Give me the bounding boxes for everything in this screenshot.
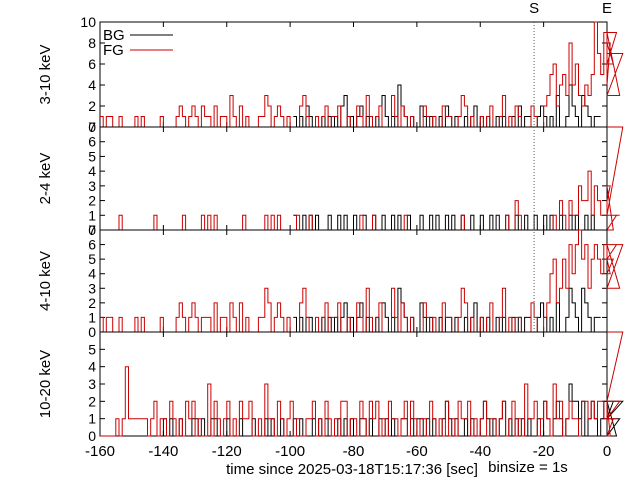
y-tick-label: 0 (88, 324, 96, 340)
x-tick-label: -20 (533, 443, 555, 460)
x-tick-label: -40 (469, 443, 491, 460)
y-tick-label: 2 (88, 295, 96, 311)
y-tick-label: 1 (88, 411, 96, 427)
y-tick-label: 6 (88, 56, 96, 72)
legend-label-bg: BG (103, 27, 125, 44)
y-tick-label: 3 (88, 280, 96, 296)
y-tick-label: 2 (88, 98, 96, 114)
y-tick-label: 2 (88, 193, 96, 209)
x-tick-label: -100 (275, 443, 305, 460)
y-tick-label: 7 (88, 119, 96, 135)
x-tick-label: -160 (85, 443, 115, 460)
y-tick-label: 3 (88, 376, 96, 392)
y-tick-label: 1 (88, 309, 96, 325)
y-tick-label: 5 (88, 251, 96, 267)
y-tick-label: 6 (88, 134, 96, 150)
x-tick-label: -140 (148, 443, 178, 460)
marker-label-s: S (529, 0, 539, 17)
y-tick-label: 3 (88, 178, 96, 194)
y-axis-label: 4-10 keV (37, 251, 54, 311)
series-line-bg (100, 383, 624, 437)
panel-frame (99, 126, 608, 231)
legend-label-fg: FG (103, 42, 124, 59)
panel-4: 01 234 5 10-20 keV (37, 331, 624, 444)
y-tick-label: 10 (80, 14, 96, 30)
binsize-label: binsize = 1s (488, 459, 568, 476)
marker-label-e: E (602, 0, 612, 17)
y-tick-label: 0 (88, 119, 96, 135)
y-tick-label: 0 (88, 428, 96, 444)
x-axis-title: time since 2025-03-18T15:17:36 [sec] (226, 461, 478, 478)
y-axis-label: 2-4 keV (37, 153, 54, 205)
series-line-bg (293, 287, 601, 333)
x-tick-label: -120 (212, 443, 242, 460)
series-line-fg (100, 331, 624, 437)
x-tick-label: -80 (343, 443, 365, 460)
series-line-fg (100, 229, 624, 333)
series-line-fg (100, 21, 624, 128)
series-line-fg (100, 126, 624, 231)
y-axis-label: 10-20 keV (37, 350, 54, 418)
y-tick-label: 4 (88, 359, 96, 375)
panel-1: 0 2 4 6 8 10 3-10 keV (37, 14, 624, 135)
y-tick-label: 1 (88, 207, 96, 223)
x-tick-label: -60 (406, 443, 428, 460)
y-tick-label: 5 (88, 148, 96, 164)
y-axis-label: 3-10 keV (37, 44, 54, 104)
y-tick-label: 2 (88, 393, 96, 409)
series-line-bg (293, 214, 601, 231)
y-tick-label: 8 (88, 35, 96, 51)
y-tick-label: 4 (88, 266, 96, 282)
y-tick-label: 4 (88, 77, 96, 93)
x-tick-label: 0 (603, 443, 611, 460)
y-tick-label: 6 (88, 237, 96, 253)
y-tick-label: 0 (88, 222, 96, 238)
y-tick-label: 7 (88, 222, 96, 238)
x-axis: -160 -140 -120 -100 -80 -60 -40 -20 0 (85, 443, 611, 460)
y-tick-label: 4 (88, 163, 96, 179)
y-tick-label: 5 (88, 341, 96, 357)
